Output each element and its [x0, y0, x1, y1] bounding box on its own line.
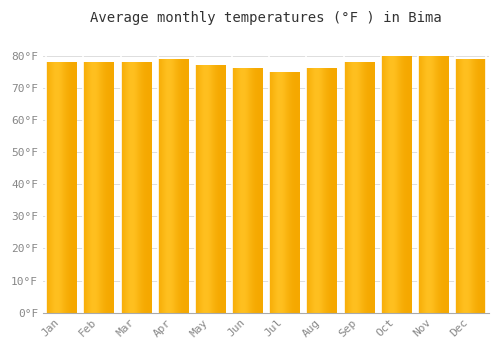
Title: Average monthly temperatures (°F ) in Bima: Average monthly temperatures (°F ) in Bi…: [90, 11, 442, 25]
